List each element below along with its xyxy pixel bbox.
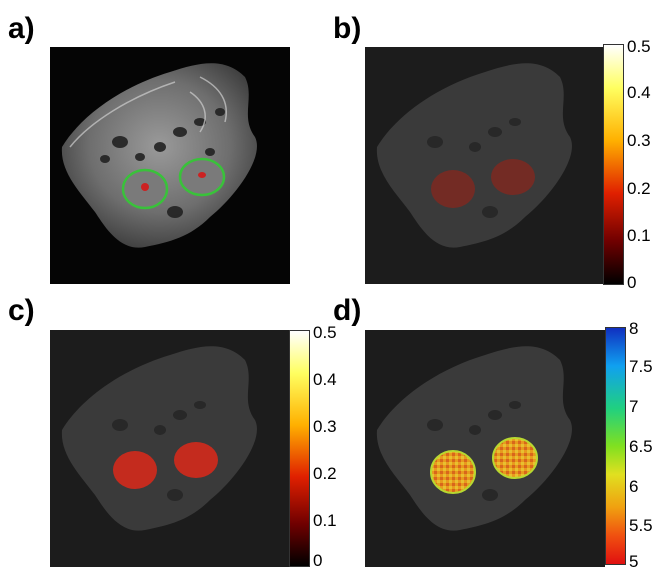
panel-label-d: d) [333,294,362,327]
colorbar-c-tick-1: 0.4 [313,370,337,389]
colorbar-c-tick-3: 0.2 [313,464,337,483]
panel-label-b: b) [333,12,362,45]
overlay-image-b-graphic [376,63,572,248]
colorbar-b-tick-1: 0.4 [627,83,651,102]
colorbar-d [605,327,626,565]
colorbar-b-tick-5: 0 [627,273,637,292]
overlay-image-c-graphic [61,346,257,531]
colorbar-d-tick-4: 6 [629,477,639,496]
colorbar-b [603,44,624,285]
colorbar-c [289,330,310,567]
colorbar-b-tick-4: 0.1 [627,226,651,245]
colorbar-b-tick-3: 0.2 [627,179,651,198]
overlay-image-d [365,330,605,567]
colorbar-d-tick-3: 6.5 [629,437,653,456]
roi-outline-right [178,157,226,197]
roi-outline-left [121,168,169,210]
colorbar-c-tick-2: 0.3 [313,417,337,436]
colorbar-d-tick-2: 7 [629,397,639,416]
colorbar-d-tick-6: 5 [629,552,639,571]
overlay-image-d-graphic [376,346,572,531]
overlay-image-c [50,330,290,567]
colorbar-d-tick-5: 5.5 [629,516,653,535]
mri-image-roi-graphic [61,63,257,248]
panel-label-a: a) [8,12,35,45]
overlay-image-b [365,47,605,284]
panel-label-c: c) [8,294,35,327]
colorbar-b-tick-2: 0.3 [627,131,651,150]
colorbar-c-tick-0: 0.5 [313,323,337,342]
colorbar-c-tick-5: 0 [313,551,323,570]
mri-image-roi [50,47,290,284]
colorbar-c-tick-4: 0.1 [313,511,337,530]
colorbar-d-tick-0: 8 [629,319,639,338]
colorbar-b-tick-0: 0.5 [627,37,651,56]
colorbar-d-tick-1: 7.5 [629,357,653,376]
